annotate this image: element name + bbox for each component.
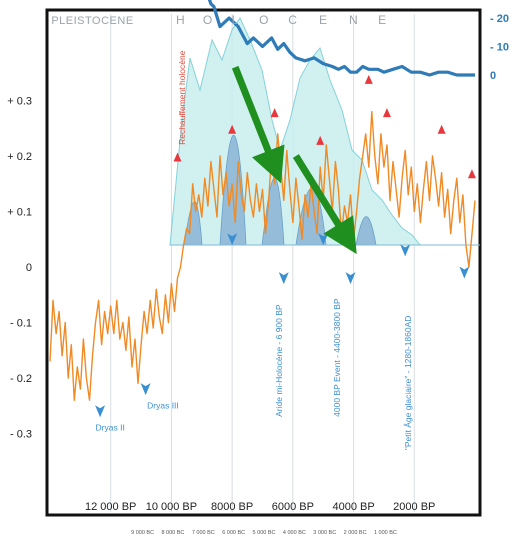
- line-series-layer: [49, 0, 476, 401]
- warm-peak-marker: [270, 108, 279, 118]
- x-tick-label-bc: 8 000 BC: [161, 530, 184, 536]
- warm-peak-marker: [437, 124, 446, 134]
- y-left-tick-label: + 0.2: [7, 151, 32, 163]
- cold-event-marker: [400, 244, 411, 257]
- green-trend-arrow: [231, 65, 285, 184]
- y-right-tick-label: 0: [490, 70, 496, 82]
- vertical-gridlines: [110, 14, 415, 512]
- annotation-text: 4000 BP Event - 4400-3800 BP: [332, 298, 342, 417]
- x-tick-label-bc: 1 000 BC: [374, 530, 397, 536]
- temperature-envelope-area: [169, 16, 422, 246]
- x-tick-label-bc: 5 000 BC: [253, 530, 276, 536]
- cold-event-marker: [278, 272, 289, 285]
- holocene-letter: L: [232, 13, 239, 27]
- cold-event-marker: [95, 405, 106, 418]
- x-tick-label-bc: 4 000 BC: [283, 530, 306, 536]
- warm-peak-marker: [316, 135, 325, 145]
- chart-frame: [45, 8, 482, 517]
- temperature-anomaly-line: [49, 110, 476, 401]
- warm-peak-marker: [228, 124, 237, 134]
- holocene-letter: N: [349, 13, 358, 27]
- y-right-tick-label: - 10: [490, 42, 509, 54]
- annotation-text: Aride mi-Holocène - 6 900 BP: [274, 304, 284, 417]
- holocene-letter: O: [203, 13, 213, 27]
- holocene-letter: E: [378, 13, 387, 27]
- warm-peak-marker: [364, 74, 373, 84]
- cold-event-marker: [140, 383, 151, 396]
- warm-peak-marker: [173, 152, 182, 162]
- cold-event-marker: [459, 266, 470, 279]
- holocene-letter: C: [288, 13, 297, 27]
- ice-volume-peak: [355, 216, 377, 246]
- green-trend-arrow: [292, 154, 357, 255]
- warm-peak-marker: [382, 108, 391, 118]
- cold-event-marker: [345, 272, 356, 285]
- x-tick-label-bc: 6 000 BC: [222, 530, 245, 536]
- warm-peak-marker: [467, 169, 476, 179]
- holocene-letter: O: [259, 13, 269, 27]
- x-tick-label-bc: 9 000 BC: [131, 530, 154, 536]
- cold-event-marker: [227, 233, 238, 246]
- x-tick-label-bp: 2000 BP: [393, 501, 435, 513]
- event-marker-layer: [95, 74, 476, 418]
- y-left-tick-label: - 0.3: [10, 429, 32, 441]
- y-right-tick-label: - 20: [490, 13, 509, 25]
- x-tick-label-bp: 12 000 BP: [85, 501, 136, 513]
- label-layer: PLEISTOCENE H O L O C E N E + 0.3 + 0.2 + 0.1 0 - 0.1…: [7, 13, 509, 536]
- holocene-letter: E: [319, 13, 328, 27]
- x-tick-label-bp: 4000 BP: [332, 501, 374, 513]
- x-tick-label-bc: 2 000 BC: [344, 530, 367, 536]
- sea-level-line: [207, 0, 475, 77]
- x-tick-label-bp: 6000 BP: [272, 501, 314, 513]
- holocene-letter: H: [176, 13, 185, 27]
- y-left-tick-label: - 0.2: [10, 373, 32, 385]
- x-tick-label-bc: 3 000 BC: [313, 530, 336, 536]
- annotation-text: Rechauffement holocène: [177, 50, 187, 145]
- annotation-text: Dryas II: [96, 423, 125, 433]
- y-left-tick-label: + 0.3: [7, 96, 32, 108]
- y-left-tick-label: - 0.1: [10, 318, 32, 330]
- y-left-tick-label: 0: [26, 262, 32, 274]
- annotation-text: Dryas III: [147, 401, 179, 411]
- x-tick-label-bp: 8000 BP: [211, 501, 253, 513]
- annotation-text: "Petit Âge glaciaire" - 1280-1860AD: [403, 316, 413, 451]
- x-tick-label-bc: 7 000 BC: [192, 530, 215, 536]
- x-tick-label-bp: 10 000 BP: [146, 501, 197, 513]
- pleistocene-label: PLEISTOCENE: [51, 15, 133, 27]
- y-left-tick-label: + 0.1: [7, 207, 32, 219]
- green-arrow-layer: [231, 65, 357, 255]
